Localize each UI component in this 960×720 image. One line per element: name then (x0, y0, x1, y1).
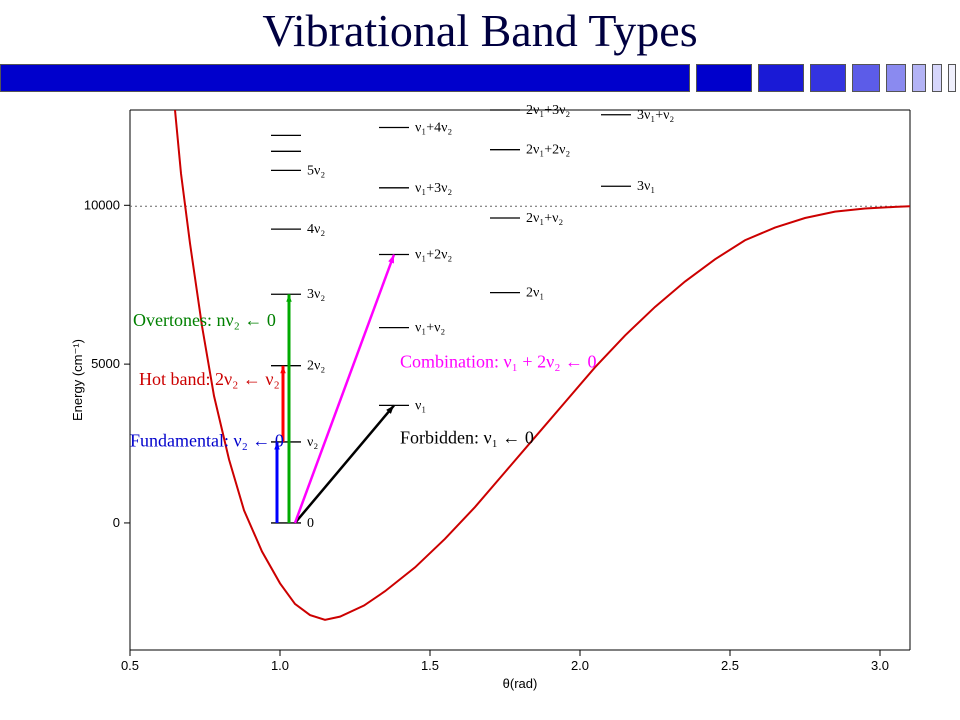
x-tick-label: 1.5 (421, 658, 439, 673)
level-label: ν₁+2ν₂ (415, 248, 452, 263)
fundamental-label: Fundamental: ν₂ ← 0 (130, 431, 284, 451)
level-label: 3ν₂ (307, 287, 325, 302)
level-label: 0 (307, 516, 314, 531)
transition-arrow (295, 405, 394, 523)
arrow-head (286, 294, 291, 302)
strip-segment (932, 64, 942, 92)
arrow-head (280, 366, 285, 374)
hotband-label: Hot band: 2ν₂ ← ν₂ (139, 369, 280, 389)
strip-segment (758, 64, 804, 92)
level-label: 2ν₂ (307, 359, 325, 374)
y-tick-label: 10000 (84, 197, 120, 212)
strip-segment (886, 64, 906, 92)
strip-segment (948, 64, 956, 92)
energy-plot: 0 5000 10000 Energy (cm⁻¹) 0.5 1.0 1.5 2.0 2.5 3.… (70, 100, 930, 700)
overtones-label: Overtones: nν₂ ← 0 (133, 310, 276, 330)
x-tick-label: 1.0 (271, 658, 289, 673)
level-label: 2ν₁+ν₂ (526, 211, 563, 226)
x-axis-label: θ(rad) (503, 676, 538, 691)
level-label: ν₂ (307, 435, 318, 450)
y-tick-label: 5000 (91, 356, 120, 371)
level-label: ν₁+ν₂ (415, 321, 445, 336)
level-label: ν₁+3ν₂ (415, 181, 452, 196)
level-label: 5ν₂ (307, 163, 325, 178)
x-tick-label: 3.0 (871, 658, 889, 673)
x-tick-label: 2.5 (721, 658, 739, 673)
plot-container: 0 5000 10000 Energy (cm⁻¹) 0.5 1.0 1.5 2.0 2.5 3.… (70, 100, 930, 700)
strip-segment (912, 64, 926, 92)
forbidden-label: Forbidden: ν₁ ← 0 (400, 428, 534, 448)
strip-segment (810, 64, 846, 92)
level-label: 3ν₁ (637, 179, 655, 194)
strip-segment (696, 64, 752, 92)
level-label: 2ν₁ (526, 286, 544, 301)
decorative-band-strip (0, 64, 960, 92)
level-label: 3ν₁+ν₂ (637, 108, 674, 123)
x-tick-label: 0.5 (121, 658, 139, 673)
level-label: 4ν₂ (307, 222, 325, 237)
arrow-head (388, 255, 394, 264)
level-label: ν₁+4ν₂ (415, 120, 452, 135)
combination-label: Combination: ν₁ + 2ν₂ ← 0 (400, 351, 596, 371)
strip-segment (0, 64, 690, 92)
strip-segment (852, 64, 880, 92)
level-label: 2ν₁+2ν₂ (526, 143, 570, 158)
y-axis-label: Energy (cm⁻¹) (70, 339, 85, 421)
y-tick-label: 0 (113, 515, 120, 530)
level-label: 2ν₁+3ν₂ (526, 103, 570, 118)
x-tick-label: 2.0 (571, 658, 589, 673)
page-title: Vibrational Band Types (0, 4, 960, 57)
level-label: ν₁ (415, 398, 426, 413)
